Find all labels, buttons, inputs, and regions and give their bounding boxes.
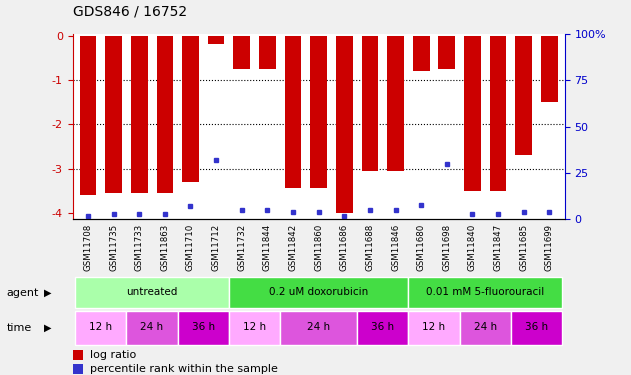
Text: GSM11846: GSM11846 [391, 224, 400, 271]
Text: 36 h: 36 h [371, 322, 394, 332]
Bar [413, 36, 430, 71]
Text: 24 h: 24 h [474, 322, 497, 332]
Bar [156, 36, 173, 193]
Text: GSM11847: GSM11847 [493, 224, 503, 271]
Bar [73, 364, 83, 374]
Bar [182, 36, 199, 182]
Text: 36 h: 36 h [192, 322, 215, 332]
Text: 36 h: 36 h [525, 322, 548, 332]
Text: GSM11733: GSM11733 [134, 224, 144, 271]
Text: GSM11863: GSM11863 [160, 224, 169, 271]
Text: 24 h: 24 h [141, 322, 163, 332]
Text: time: time [6, 323, 32, 333]
Text: agent: agent [6, 288, 38, 297]
Text: percentile rank within the sample: percentile rank within the sample [90, 364, 278, 374]
Text: GDS846 / 16752: GDS846 / 16752 [73, 5, 187, 19]
Text: GSM11844: GSM11844 [263, 224, 272, 271]
Bar [516, 36, 532, 155]
Bar [464, 36, 481, 190]
Text: 0.01 mM 5-fluorouracil: 0.01 mM 5-fluorouracil [426, 287, 545, 297]
Text: GSM11685: GSM11685 [519, 224, 528, 271]
Bar [80, 36, 97, 195]
Text: 0.2 uM doxorubicin: 0.2 uM doxorubicin [269, 287, 369, 297]
Bar [105, 36, 122, 193]
Text: GSM11698: GSM11698 [442, 224, 451, 271]
Bar [408, 278, 562, 308]
Bar [439, 36, 455, 69]
Text: 12 h: 12 h [422, 322, 445, 332]
Bar [73, 350, 83, 360]
Text: GSM11699: GSM11699 [545, 224, 554, 271]
Text: 12 h: 12 h [89, 322, 112, 332]
Text: GSM11688: GSM11688 [365, 224, 374, 271]
Text: GSM11732: GSM11732 [237, 224, 246, 271]
Bar [75, 311, 126, 345]
Bar [178, 311, 229, 345]
Text: GSM11860: GSM11860 [314, 224, 323, 271]
Bar [310, 36, 327, 188]
Bar [75, 278, 229, 308]
Text: GSM11686: GSM11686 [339, 224, 349, 271]
Bar [362, 36, 378, 171]
Bar [511, 311, 562, 345]
Text: GSM11840: GSM11840 [468, 224, 477, 271]
Bar [459, 311, 511, 345]
Bar [387, 36, 404, 171]
Bar [126, 311, 178, 345]
Text: 24 h: 24 h [307, 322, 330, 332]
Text: ▶: ▶ [44, 288, 52, 297]
Bar [229, 311, 280, 345]
Bar [408, 311, 459, 345]
Bar [131, 36, 148, 193]
Bar [259, 36, 276, 69]
Text: GSM11735: GSM11735 [109, 224, 118, 271]
Bar [490, 36, 507, 190]
Text: GSM11712: GSM11712 [211, 224, 221, 271]
Text: GSM11710: GSM11710 [186, 224, 195, 271]
Text: 12 h: 12 h [243, 322, 266, 332]
Text: log ratio: log ratio [90, 350, 136, 360]
Bar [541, 36, 558, 102]
Bar [233, 36, 250, 69]
Text: untreated: untreated [126, 287, 178, 297]
Text: GSM11708: GSM11708 [83, 224, 93, 271]
Bar [208, 36, 225, 44]
Bar [336, 36, 353, 213]
Text: ▶: ▶ [44, 323, 52, 333]
Text: GSM11680: GSM11680 [416, 224, 426, 271]
Text: GSM11842: GSM11842 [288, 224, 298, 271]
Bar [357, 311, 408, 345]
Bar [280, 311, 357, 345]
Bar [229, 278, 408, 308]
Bar [285, 36, 302, 188]
